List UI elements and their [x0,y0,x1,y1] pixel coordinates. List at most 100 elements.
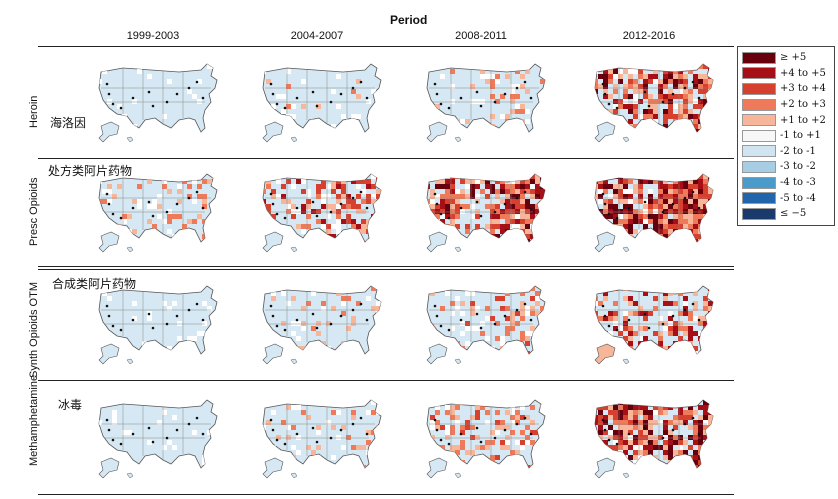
county-cell [530,405,535,410]
county-cell [698,234,703,239]
county-cell [598,184,603,189]
county-cell [331,470,336,475]
county-cell [460,209,465,214]
county-cell [475,415,480,420]
county-cell [366,296,371,301]
county-cell [371,224,376,229]
county-cell [643,286,648,291]
county-cell [648,420,653,425]
city-dot [515,86,519,90]
county-cell [520,209,525,214]
county-cell [643,94,648,99]
county-cell [633,129,638,132]
county-cell [341,219,346,224]
county-cell [197,184,202,189]
county-cell [598,405,603,410]
county-cell [162,445,167,450]
county-cell [286,119,291,124]
county-cell [306,301,311,306]
county-cell [693,199,698,204]
county-cell [520,104,525,109]
county-cell [628,420,633,425]
county-cell [351,174,356,179]
city-dot [627,318,631,322]
county-cell [658,234,663,239]
county-cell [693,209,698,214]
county-cell [485,179,490,184]
county-cell [336,194,341,199]
county-cell [475,435,480,440]
county-cell [683,84,688,89]
county-cell [643,214,648,219]
county-cell [678,174,683,179]
county-cell [628,244,633,249]
county-cell [301,410,306,415]
county-cell [371,460,376,465]
county-cell [152,224,157,229]
county-cell [688,356,693,361]
county-cell [346,194,351,199]
county-cell [708,114,713,119]
county-cell [495,189,500,194]
county-cell [595,440,598,445]
county-cell [450,209,455,214]
county-cell [693,430,698,435]
county-cell [683,179,688,184]
county-cell [628,410,633,415]
county-cell [545,286,550,291]
county-cell [515,450,520,455]
county-cell [663,296,668,301]
city-dot [601,418,605,422]
county-cell [643,209,648,214]
county-cell [281,194,286,199]
county-cell [351,179,356,184]
cn-label-methamphetamine: 冰毒 [58,398,83,412]
county-cell [595,219,598,224]
city-dot [295,206,299,210]
county-cell [525,400,530,405]
county-cell [371,410,376,415]
county-cell [530,331,535,336]
county-cell [708,99,713,104]
county-cell [520,204,525,209]
county-cell [485,306,490,311]
county-cell [381,174,386,179]
county-cell [638,239,643,242]
county-cell [435,184,440,189]
county-cell [505,194,510,199]
county-cell [381,455,386,460]
county-cell [638,420,643,425]
city-dot [131,318,135,322]
county-cell [698,405,703,410]
county-cell [371,119,376,124]
county-cell [703,400,708,405]
county-cell [321,184,326,189]
county-cell [515,224,520,229]
county-cell [698,430,703,435]
county-cell [510,189,515,194]
city-dot [433,192,437,196]
county-cell [663,430,668,435]
county-cell [683,244,688,249]
county-cell [633,124,638,129]
alaska [426,121,448,143]
county-cell [495,356,500,361]
legend-item: +2 to +3 [742,97,830,113]
county-cell [107,184,112,189]
county-cell [480,189,485,194]
county-cell [643,435,648,440]
county-cell [430,204,435,209]
county-cell [628,405,633,410]
county-cell [197,331,202,336]
county-cell [613,194,618,199]
city-dot [131,206,135,210]
county-cell [688,69,693,74]
county-cell [341,129,346,132]
county-cell [683,189,688,194]
county-cell [147,179,152,184]
county-cell [623,405,628,410]
row-divider [38,380,734,381]
county-cell [490,74,495,79]
county-cell [648,229,653,234]
hawaii [126,358,134,365]
